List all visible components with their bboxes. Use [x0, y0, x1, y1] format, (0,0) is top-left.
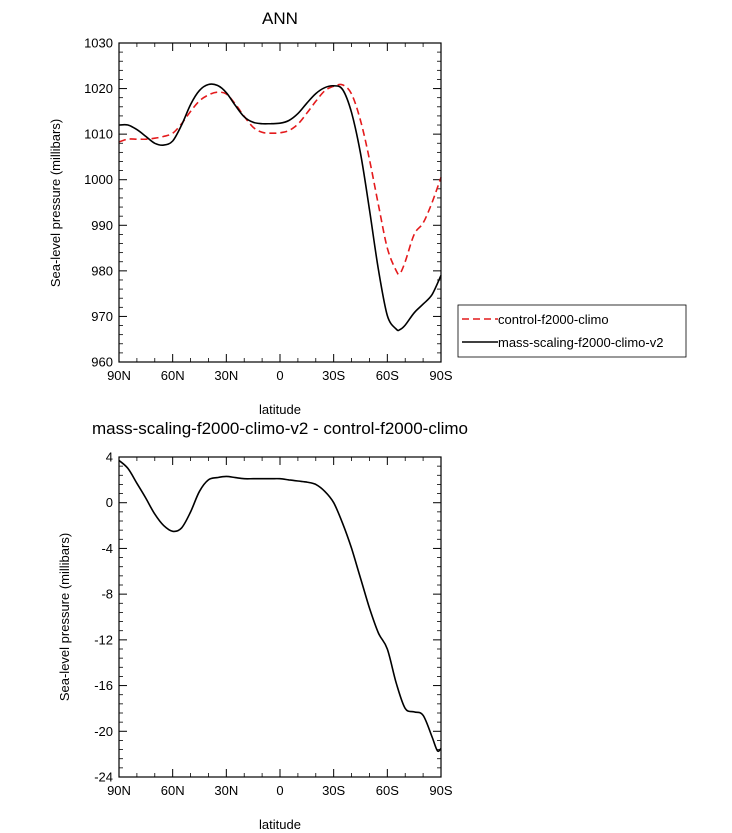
y-tick-label: 960 — [91, 355, 113, 370]
x-axis-label: latitude — [259, 817, 301, 832]
series-line-difference — [118, 459, 442, 752]
y-tick-label: -4 — [101, 541, 113, 556]
legend-label-mass-scaling: mass-scaling-f2000-climo-v2 — [498, 335, 663, 350]
x-tick-label: 30S — [322, 783, 345, 798]
y-tick-label: 1000 — [84, 172, 113, 187]
y-tick-label: 1030 — [84, 36, 113, 51]
panel-bottom: mass-scaling-f2000-climo-v2 - control-f2… — [57, 419, 468, 832]
plot-frame — [118, 456, 442, 778]
x-tick-label: 30S — [322, 368, 345, 383]
x-tick-label: 60S — [376, 368, 399, 383]
plot-frame — [118, 42, 442, 363]
y-tick-label: 1010 — [84, 127, 113, 142]
x-tick-label: 90N — [107, 783, 131, 798]
x-tick-label: 0 — [276, 783, 283, 798]
series-group — [118, 459, 442, 752]
x-tick-label: 30N — [214, 783, 238, 798]
legend-box — [457, 304, 687, 358]
x-tick-label: 60N — [161, 783, 185, 798]
y-tick-label: -8 — [101, 587, 113, 602]
y-tick-label: -20 — [94, 724, 113, 739]
y-axis-label: Sea-level pressure (millibars) — [57, 533, 72, 701]
x-tick-label: 60N — [161, 368, 185, 383]
x-ticks: 90N 60N 30N 0 30S 60S 90S — [107, 457, 453, 798]
y-tick-label: -24 — [94, 770, 113, 785]
legend-label-control: control-f2000-climo — [498, 312, 609, 327]
x-ticks: 90N 60N 30N 0 30S 60S 90S — [107, 43, 453, 383]
panel-top: ANN 960 970 980 990 1000 1010 1020 1030 90N 60N 3… — [48, 9, 687, 417]
x-tick-label: 90S — [429, 368, 452, 383]
y-axis-label: Sea-level pressure (millibars) — [48, 119, 63, 287]
y-tick-label: 980 — [91, 263, 113, 278]
x-tick-label: 0 — [276, 368, 283, 383]
y-tick-label: 4 — [106, 450, 113, 465]
x-tick-label: 90N — [107, 368, 131, 383]
y-tick-label: 1020 — [84, 81, 113, 96]
x-tick-label: 30N — [214, 368, 238, 383]
series-line-mass-scaling-f2000-climo-v2 — [118, 83, 442, 332]
legend: control-f2000-climo mass-scaling-f2000-c… — [457, 304, 687, 358]
y-ticks: 960 970 980 990 1000 1010 1020 1030 — [84, 36, 441, 370]
x-axis-label: latitude — [259, 402, 301, 417]
y-tick-label: 970 — [91, 309, 113, 324]
series-group — [118, 83, 442, 332]
y-tick-label: 990 — [91, 218, 113, 233]
x-tick-label: 60S — [376, 783, 399, 798]
x-tick-label: 90S — [429, 783, 452, 798]
series-line-control-f2000-climo — [118, 83, 442, 276]
y-tick-label: -16 — [94, 678, 113, 693]
chart-title: mass-scaling-f2000-climo-v2 - control-f2… — [92, 419, 468, 438]
y-tick-label: 0 — [106, 495, 113, 510]
chart-title: ANN — [262, 9, 298, 28]
y-tick-label: -12 — [94, 632, 113, 647]
